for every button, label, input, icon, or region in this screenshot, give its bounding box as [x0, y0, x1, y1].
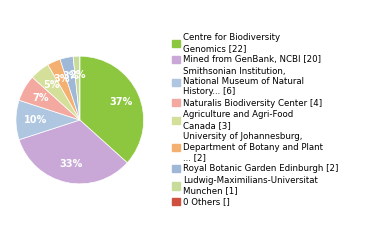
- Text: 3%: 3%: [53, 74, 70, 84]
- Wedge shape: [19, 120, 127, 184]
- Text: 2%: 2%: [69, 70, 86, 80]
- Legend: Centre for Biodiversity
Genomics [22], Mined from GenBank, NCBI [20], Smithsonia: Centre for Biodiversity Genomics [22], M…: [172, 33, 339, 207]
- Wedge shape: [19, 77, 80, 120]
- Text: 33%: 33%: [59, 159, 82, 169]
- Wedge shape: [48, 59, 80, 120]
- Text: 10%: 10%: [24, 115, 47, 125]
- Text: 3%: 3%: [62, 71, 79, 81]
- Wedge shape: [60, 56, 80, 120]
- Wedge shape: [73, 56, 80, 120]
- Text: 37%: 37%: [109, 97, 132, 107]
- Text: 5%: 5%: [43, 80, 60, 90]
- Text: 7%: 7%: [33, 93, 49, 103]
- Wedge shape: [32, 65, 80, 120]
- Wedge shape: [16, 100, 80, 140]
- Wedge shape: [80, 56, 144, 163]
